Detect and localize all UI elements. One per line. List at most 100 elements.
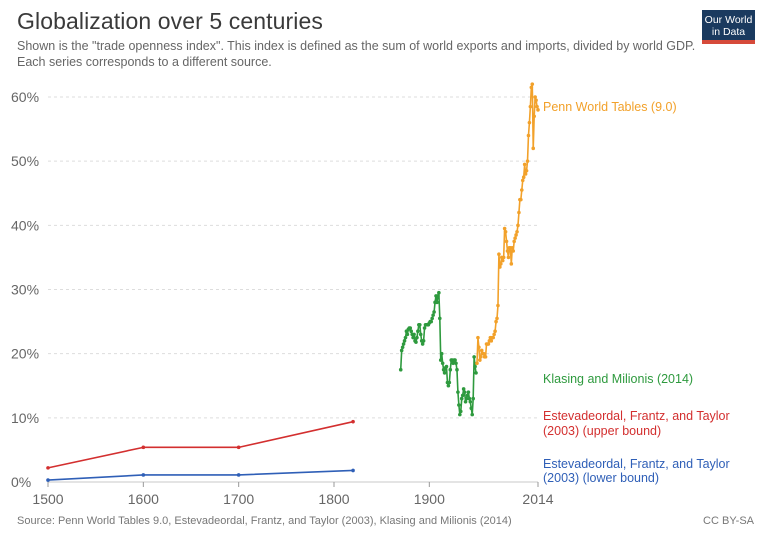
series-2-point[interactable] [438, 316, 442, 321]
series-2-point[interactable] [405, 332, 410, 337]
series-2-point[interactable] [454, 361, 458, 366]
label-lower-bound-line-1[interactable]: Estevadeordal, Frantz, and Taylor [543, 457, 730, 471]
series-3-point[interactable] [475, 361, 479, 366]
series-2-point[interactable] [453, 358, 457, 362]
series-3-point[interactable] [505, 249, 510, 253]
series-3-point[interactable] [514, 233, 518, 237]
series-2-point[interactable] [417, 322, 422, 327]
series-2-point[interactable] [437, 290, 441, 295]
series-2-point[interactable] [429, 319, 434, 324]
series-3-point[interactable] [519, 197, 523, 202]
series-2-point[interactable] [444, 364, 449, 369]
series-3-point[interactable] [515, 229, 519, 234]
series-3-point[interactable] [509, 262, 514, 266]
series-3-point[interactable] [530, 82, 535, 86]
series-3-point[interactable] [522, 162, 527, 167]
series-3-point[interactable] [510, 245, 515, 250]
series-2-point[interactable] [474, 371, 478, 375]
series-2-point[interactable] [467, 396, 472, 401]
series-3-point[interactable] [511, 249, 516, 253]
series-2-point[interactable] [400, 345, 405, 350]
series-0-point[interactable] [46, 478, 50, 482]
series-3-point[interactable] [528, 104, 533, 109]
series-3-point[interactable] [492, 332, 496, 337]
series-2-point[interactable] [439, 351, 444, 356]
series-2-point[interactable] [399, 348, 404, 353]
series-2-point[interactable] [458, 409, 463, 414]
series-3-point[interactable] [501, 255, 506, 260]
series-2-point[interactable] [464, 396, 469, 401]
series-2-point[interactable] [460, 393, 465, 398]
series-2-point[interactable] [465, 393, 470, 398]
series-3-point[interactable] [496, 303, 500, 308]
series-1-point[interactable] [351, 419, 355, 424]
series-3-point[interactable] [498, 265, 502, 269]
series-2-point[interactable] [455, 367, 459, 372]
series-3-point[interactable] [478, 358, 482, 362]
series-3-point[interactable] [525, 159, 530, 163]
series-3-point[interactable] [502, 226, 507, 231]
series-3-point[interactable] [524, 168, 529, 173]
series-1-point[interactable] [46, 466, 50, 470]
series-3-point[interactable] [517, 210, 521, 215]
series-3-point[interactable] [533, 95, 537, 99]
series-1-point[interactable] [141, 445, 146, 450]
series-3-point[interactable] [479, 348, 484, 353]
series-2-point[interactable] [421, 339, 426, 343]
series-2-point[interactable] [438, 358, 443, 362]
series-3-point[interactable] [527, 120, 532, 125]
series-2-point[interactable] [432, 310, 436, 314]
series-1-point[interactable] [236, 445, 241, 450]
series-2-point[interactable] [418, 332, 423, 337]
series-3-point[interactable] [526, 133, 531, 138]
series-3-point[interactable] [512, 239, 516, 244]
owid-logo[interactable]: Our World in Data [702, 10, 755, 44]
series-2-point[interactable] [415, 335, 419, 340]
label-lower-bound-line-2[interactable]: (2003) (lower bound) [543, 471, 659, 485]
series-2-point[interactable] [442, 371, 447, 375]
series-3-point[interactable] [531, 146, 536, 151]
series-2-point[interactable] [402, 339, 407, 343]
series-0-line[interactable] [47, 469, 354, 481]
series-0-point[interactable] [141, 473, 146, 477]
series-2-point[interactable] [448, 367, 453, 372]
series-3-point[interactable] [494, 319, 498, 324]
series-2-point[interactable] [446, 383, 451, 388]
series-2-point[interactable] [456, 390, 460, 394]
series-3-point[interactable] [536, 108, 540, 112]
series-2-point[interactable] [431, 313, 435, 317]
series-2-point[interactable] [435, 300, 439, 305]
series-3-point[interactable] [497, 252, 501, 257]
series-3-line[interactable] [476, 83, 539, 364]
series-2-point[interactable] [420, 342, 425, 346]
series-2-point[interactable] [403, 335, 408, 340]
series-2-point[interactable] [468, 399, 473, 404]
series-2-point[interactable] [473, 364, 477, 369]
series-2-point[interactable] [462, 390, 467, 394]
series-2-point[interactable] [463, 399, 468, 404]
series-3-point[interactable] [519, 188, 524, 192]
label-klasing-milionis[interactable]: Klasing and Milionis (2014) [543, 372, 693, 386]
series-2-point[interactable] [469, 406, 474, 411]
license-link[interactable]: CC BY-SA [703, 515, 754, 527]
series-3-point[interactable] [479, 355, 483, 359]
series-3-point[interactable] [521, 175, 526, 180]
series-2-point[interactable] [409, 329, 414, 334]
series-2-point[interactable] [401, 342, 406, 346]
series-3-point[interactable] [520, 178, 525, 183]
series-2-point[interactable] [459, 396, 464, 401]
series-2-point[interactable] [408, 326, 413, 330]
series-3-point[interactable] [486, 342, 491, 346]
series-3-point[interactable] [495, 316, 499, 321]
series-2-point[interactable] [470, 412, 475, 417]
series-3-point[interactable] [529, 85, 534, 90]
series-3-point[interactable] [489, 339, 494, 343]
series-2-point[interactable] [411, 335, 415, 340]
series-2-point[interactable] [461, 387, 466, 391]
series-2-point[interactable] [447, 380, 452, 385]
series-2-point[interactable] [422, 326, 427, 330]
series-3-point[interactable] [493, 329, 497, 334]
series-3-point[interactable] [481, 351, 486, 356]
series-2-point[interactable] [466, 390, 471, 394]
series-0-point[interactable] [236, 473, 241, 477]
